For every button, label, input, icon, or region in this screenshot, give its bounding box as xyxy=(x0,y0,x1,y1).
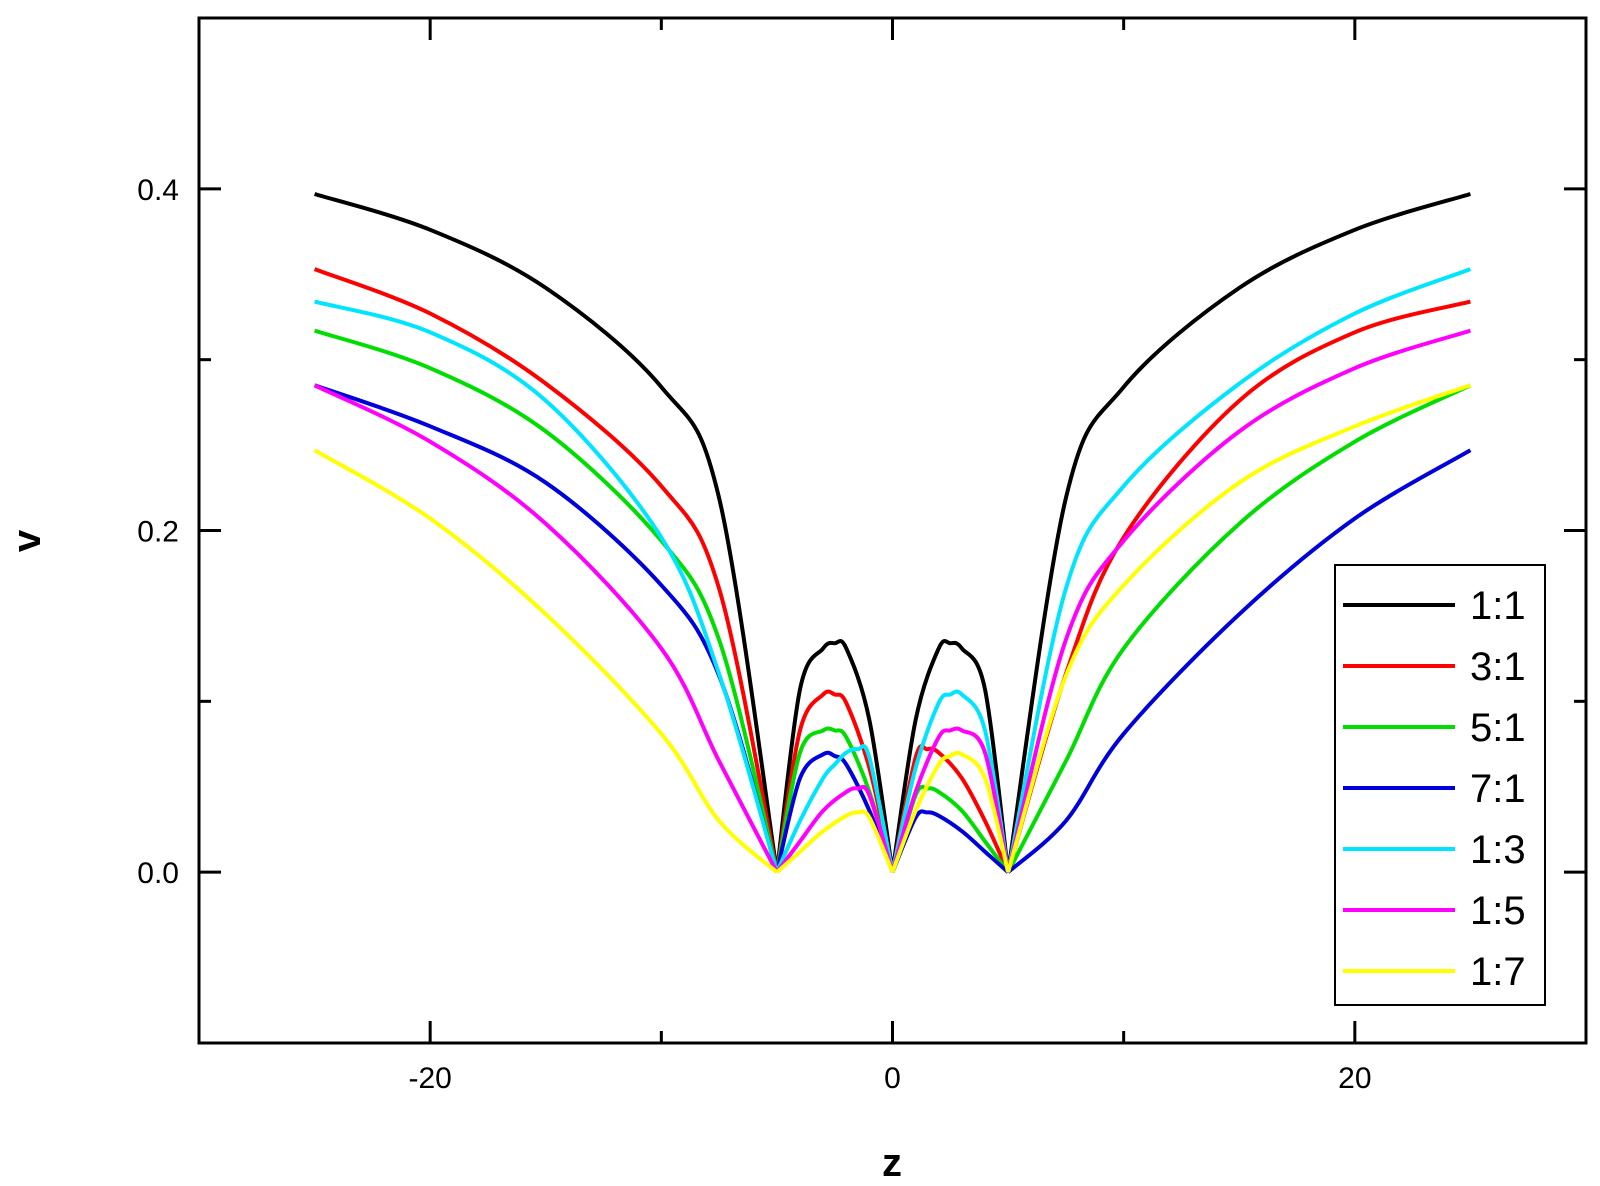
series-line xyxy=(890,639,1011,873)
series-line xyxy=(1006,192,1471,873)
legend-label: 1:1 xyxy=(1470,584,1526,628)
series-line xyxy=(890,744,1010,874)
series-line xyxy=(774,639,895,873)
legend-label: 5:1 xyxy=(1470,706,1526,750)
axis-ticks xyxy=(199,18,1586,1043)
axis-tick-labels: -20 0 20 0.0 0.2 0.4 xyxy=(137,174,1371,1095)
series-line xyxy=(775,784,895,874)
series-5-1 xyxy=(313,328,1472,874)
x-tick-label: 20 xyxy=(1338,1062,1371,1095)
legend-label: 1:3 xyxy=(1470,828,1526,872)
legend-label: 1:5 xyxy=(1470,889,1526,933)
series-line xyxy=(774,750,895,873)
series-line xyxy=(313,267,779,873)
legend-box xyxy=(1334,564,1546,1006)
series-line xyxy=(890,750,1011,873)
y-tick-label: 0.2 xyxy=(137,516,179,549)
series-line xyxy=(890,689,1011,873)
series-line xyxy=(890,809,1010,874)
series-1-7 xyxy=(313,383,1472,874)
y-tick-label: 0.0 xyxy=(137,857,179,890)
legend: 1:1 3:1 5:1 7:1 1:3 1:5 1:7 xyxy=(1334,564,1546,1006)
series-1-5 xyxy=(313,328,1472,874)
legend-label: 7:1 xyxy=(1470,767,1526,811)
legend-items: 1:1 3:1 5:1 7:1 1:3 1:5 1:7 xyxy=(1343,584,1526,994)
series-line xyxy=(775,809,895,874)
series-line xyxy=(890,726,1011,873)
series-line xyxy=(314,192,779,873)
y-axis-title: v xyxy=(5,529,49,552)
series-line xyxy=(1006,383,1472,874)
series-1-1 xyxy=(314,192,1471,873)
x-tick-label: 0 xyxy=(884,1062,901,1095)
series-1-3 xyxy=(314,267,1472,874)
series-layer xyxy=(313,192,1472,874)
series-line xyxy=(1006,328,1472,873)
series-line xyxy=(1006,448,1472,874)
series-line xyxy=(1006,383,1472,873)
x-axis-title: z xyxy=(882,1141,902,1185)
series-line xyxy=(313,328,779,873)
y-tick-label: 0.4 xyxy=(137,174,179,207)
series-line xyxy=(314,299,779,873)
series-line xyxy=(774,689,895,873)
series-line xyxy=(313,448,779,874)
series-line xyxy=(1006,267,1472,873)
x-tick-label: -20 xyxy=(408,1062,451,1095)
legend-label: 3:1 xyxy=(1470,645,1526,689)
legend-label: 1:7 xyxy=(1470,950,1526,994)
series-line xyxy=(313,383,779,874)
series-line xyxy=(775,744,895,874)
series-7-1 xyxy=(313,383,1472,874)
